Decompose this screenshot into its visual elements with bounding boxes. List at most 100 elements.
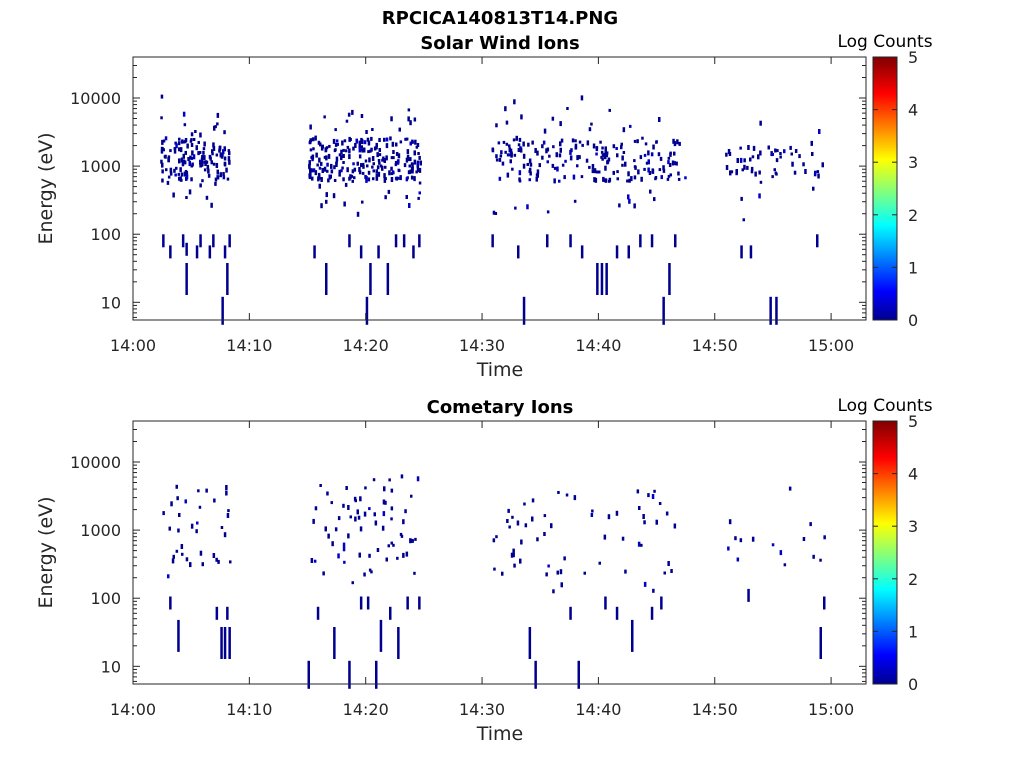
data-pixel (226, 513, 230, 518)
data-pixel (552, 589, 555, 594)
data-pixel (779, 550, 783, 556)
data-pixel (227, 149, 231, 153)
data-pixel (331, 541, 334, 547)
data-pixel (215, 163, 219, 168)
data-pixel (802, 162, 805, 167)
data-pixel (725, 165, 729, 170)
data-pixel (383, 137, 386, 142)
data-pixel (639, 155, 643, 160)
data-pixel (518, 177, 521, 182)
data-pixel (571, 138, 575, 143)
data-pixel (416, 168, 420, 172)
data-pixel (311, 154, 315, 160)
data-pixel (757, 154, 760, 160)
data-pixel (392, 156, 395, 160)
data-pixel (180, 544, 184, 549)
data-pixel (727, 546, 730, 551)
data-pixel (500, 150, 503, 155)
data-pixel (569, 155, 573, 161)
data-pixel (413, 159, 417, 165)
data-pixel (373, 146, 377, 151)
data-pixel (578, 140, 582, 144)
data-pixel (170, 501, 173, 507)
data-pixel (335, 162, 338, 167)
data-pixel (655, 140, 658, 144)
data-pixel (601, 157, 604, 161)
data-pixel (205, 160, 209, 164)
data-pixel (536, 537, 539, 542)
data-bar (369, 263, 372, 295)
data-pixel (219, 172, 222, 178)
data-pixel (358, 167, 361, 172)
data-pixel (314, 135, 317, 141)
data-pixel (382, 511, 386, 517)
data-pixel (767, 145, 770, 150)
data-pixel (358, 140, 361, 145)
data-pixel (667, 174, 671, 178)
data-pixel (586, 140, 590, 146)
data-pixel (524, 523, 528, 528)
y-axis-label: Energy (eV) (35, 132, 57, 244)
data-pixel (173, 147, 177, 150)
data-pixel (360, 114, 364, 118)
data-bar (406, 596, 409, 610)
data-pixel (187, 157, 190, 161)
data-pixel (759, 150, 762, 156)
data-pixel (174, 141, 177, 145)
data-pixel (384, 165, 387, 169)
data-bar (223, 627, 227, 659)
data-pixel (358, 154, 362, 159)
data-pixel (182, 153, 185, 159)
data-pixel (382, 499, 386, 505)
data-pixel (406, 154, 410, 159)
data-pixel (662, 165, 665, 171)
data-pixel (343, 560, 346, 564)
data-pixel (360, 137, 363, 142)
data-pixel (318, 157, 321, 163)
data-pixel (352, 162, 355, 166)
data-pixel (349, 515, 352, 519)
data-pixel (372, 177, 375, 181)
data-pixel (169, 167, 173, 173)
data-pixel (794, 149, 798, 153)
data-pixel (212, 146, 216, 151)
data-bar (366, 596, 370, 610)
data-pixel (309, 124, 312, 130)
axes-box (132, 56, 867, 321)
data-pixel (199, 159, 202, 165)
data-pixel (325, 146, 329, 150)
data-pixel (620, 145, 623, 150)
y-tick-label: 1000 (80, 521, 121, 540)
data-bar (528, 627, 532, 659)
data-pixel (636, 489, 640, 494)
x-tick-label: 14:50 (692, 336, 738, 355)
data-pixel (604, 146, 607, 152)
data-pixel (543, 532, 546, 536)
data-pixel (618, 203, 621, 208)
data-pixel (223, 156, 227, 161)
data-pixel (643, 167, 646, 171)
data-pixel (347, 112, 351, 117)
data-pixel (341, 166, 344, 170)
data-pixel (499, 154, 503, 158)
data-pixel (351, 581, 354, 585)
data-pixel (199, 132, 202, 138)
data-pixel (531, 516, 534, 522)
data-pixel (410, 175, 414, 180)
data-pixel (201, 155, 204, 159)
data-pixel (212, 553, 216, 558)
data-pixel (160, 149, 164, 154)
colorbar-tick-label: 1 (908, 258, 918, 277)
data-pixel (543, 514, 547, 518)
data-pixel (198, 151, 202, 154)
data-pixel (394, 176, 398, 180)
data-pixel (637, 541, 641, 547)
data-pixel (653, 489, 656, 493)
data-pixel (671, 160, 675, 166)
data-pixel (205, 195, 209, 200)
data-pixel (657, 152, 661, 157)
data-pixel (407, 157, 410, 161)
data-bar (605, 263, 608, 295)
data-pixel (563, 556, 566, 561)
